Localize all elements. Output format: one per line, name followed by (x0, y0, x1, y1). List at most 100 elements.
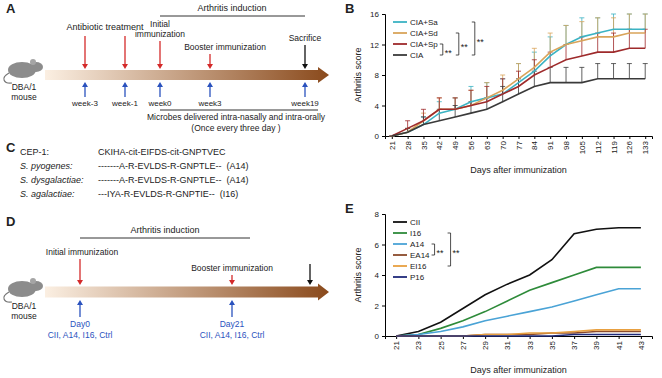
legend-swatch (393, 232, 407, 234)
x-tick: 119 (610, 136, 619, 154)
tick-label: 35 (548, 340, 557, 349)
legend: CIA+SaCIA+SdCIA+SpCIA****** (393, 18, 484, 60)
tick-label: 39 (592, 340, 601, 349)
mouse-ear (30, 278, 36, 284)
error-bar (579, 67, 584, 82)
tick-label: 0 (375, 132, 380, 141)
significance-bracket (432, 244, 435, 255)
error-bar (627, 64, 632, 79)
mouse-label: DBA/1 (12, 301, 37, 311)
y-tick: 8 (375, 71, 385, 80)
significance-label: ** (445, 48, 453, 58)
x-tick: 25 (437, 336, 446, 350)
species-name: CEP-1: (20, 147, 49, 157)
series-line (396, 334, 641, 336)
legend-label: CIA+Sd (410, 29, 438, 38)
error-bar (548, 33, 553, 52)
error-bar (595, 64, 600, 79)
panel-d: DDBA/1mouseArthritis inductionInitial im… (4, 214, 329, 340)
tick-mark (619, 336, 620, 339)
tick-label: 133 (641, 140, 650, 154)
week-label: week3 (197, 99, 222, 108)
legend-label: EA14 (410, 251, 430, 260)
significance-bracket (448, 233, 451, 266)
arrow-shaft (124, 36, 125, 65)
week-label: week-3 (71, 99, 98, 108)
x-tick: 84 (530, 136, 539, 150)
tick-mark (423, 136, 424, 139)
tick-mark (645, 136, 646, 139)
tick-label: 0 (375, 332, 380, 341)
y-tick: 8 (375, 210, 385, 219)
x-tick: 43 (637, 336, 646, 350)
series-line (396, 267, 641, 336)
tick-mark (439, 136, 440, 139)
tick-label: 16 (370, 10, 379, 19)
x-tick: 21 (388, 136, 397, 150)
axis-line (382, 215, 386, 337)
arrow-shaft (231, 304, 232, 317)
week-label: week-1 (111, 99, 138, 108)
peptide-label: (I16) (220, 189, 239, 199)
tick-label: 6 (375, 241, 380, 250)
tick-label: 43 (637, 340, 646, 349)
arrow-head (122, 64, 128, 69)
tick-label: 12 (370, 41, 379, 50)
legend-label: CIA (410, 51, 424, 60)
legend-label: CIA+Sa (410, 18, 438, 27)
tick-label: 77 (515, 140, 524, 149)
series-line (392, 29, 645, 136)
mouse-label: mouse (11, 311, 37, 321)
peptide-label: (A14) (227, 161, 249, 171)
mouse-label: mouse (11, 92, 37, 102)
legend-swatch (393, 254, 407, 256)
axis-title: Days after immunization (470, 365, 567, 375)
tick-label: 21 (388, 140, 397, 149)
chart: B212835424956637077849198105112119126133… (345, 1, 653, 175)
sequence: -------A-R-EVLDS-R-GNPTLE-- (98, 175, 222, 185)
phase-label: Antibiotic treatment (66, 22, 144, 32)
timeline (45, 284, 329, 301)
x-tick: 31 (503, 336, 512, 350)
tick-mark (382, 214, 385, 215)
y-tick: 16 (370, 10, 385, 19)
error-bar (627, 29, 632, 48)
axis-line (386, 337, 653, 340)
panel-label: D (6, 214, 15, 229)
tick-label: 29 (481, 340, 490, 349)
y-tick: 0 (375, 332, 385, 341)
tick-label: 119 (610, 140, 619, 153)
tick-mark (382, 14, 385, 15)
plot-area (389, 14, 647, 136)
tick-mark (614, 136, 615, 139)
panel-label: E (345, 201, 354, 216)
tick-label: 41 (615, 340, 624, 349)
x-tick: 35 (548, 336, 557, 350)
y-axis: 0481216 (370, 10, 385, 141)
note-label: (Once every three day ) (191, 123, 280, 133)
week-label: week19 (290, 99, 319, 108)
phase-label: Arthritis induction (197, 3, 266, 13)
tick-label: 49 (451, 140, 460, 149)
tick-label: 8 (375, 210, 380, 219)
tick-label: 27 (459, 340, 468, 349)
legend-swatch (393, 21, 407, 23)
tick-label: 98 (562, 140, 571, 149)
arrow-shaft (304, 45, 305, 65)
plot-area (396, 228, 641, 336)
event-label: Initial (150, 19, 170, 29)
tick-mark (534, 136, 535, 139)
week-label: week0 (147, 99, 172, 108)
tick-label: 63 (483, 140, 492, 149)
arrow-head (229, 300, 235, 305)
legend-swatch (393, 243, 407, 245)
arrow-shaft (159, 41, 160, 65)
panel-a: ADBA/1mouseAntibiotic treatmentArthritis… (4, 1, 329, 133)
error-bar (643, 29, 648, 48)
tick-label: 56 (467, 140, 476, 149)
tick-mark (382, 106, 385, 107)
tick-mark (598, 136, 599, 139)
tick-label: 28 (404, 140, 413, 149)
x-tick: 39 (592, 336, 601, 350)
tick-label: 70 (499, 140, 508, 149)
